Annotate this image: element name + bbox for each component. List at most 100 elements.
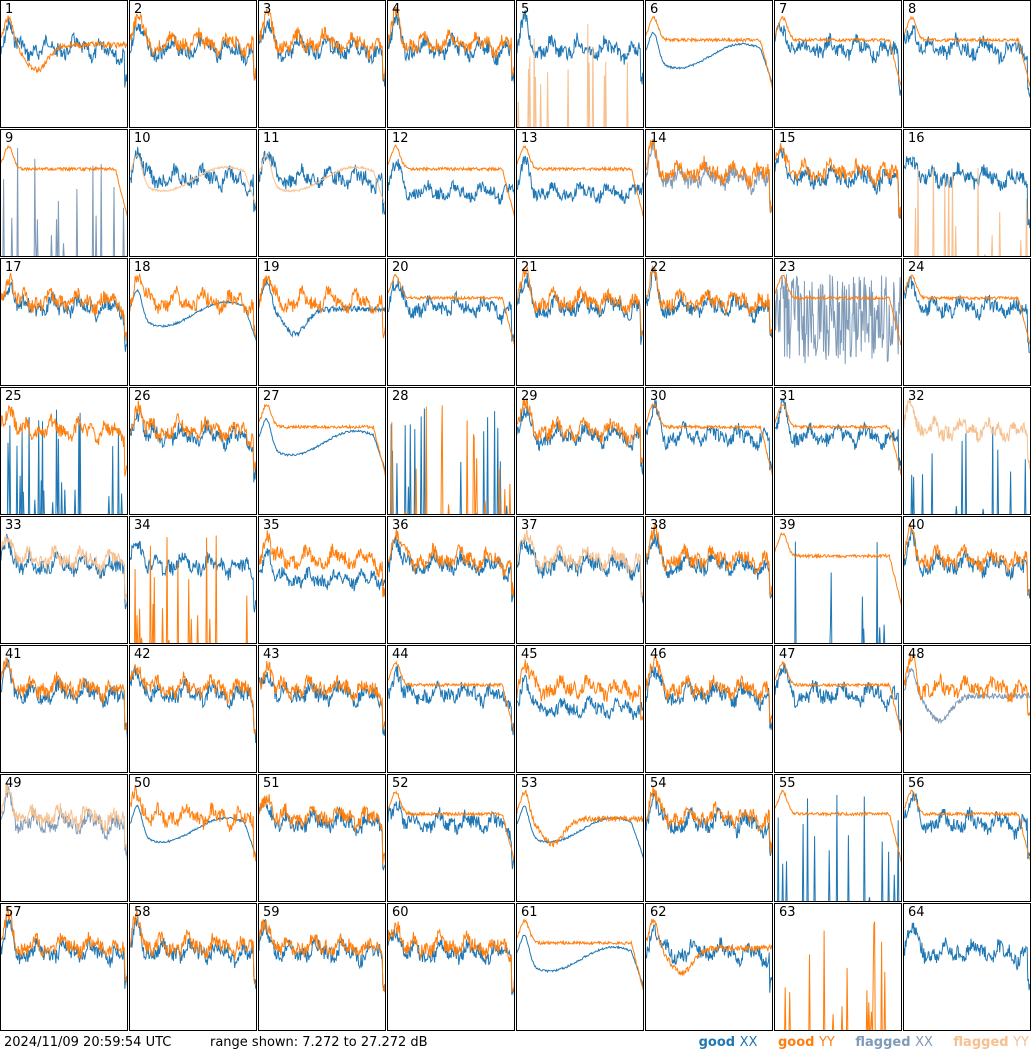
series-xx-good [390,408,508,514]
series-xx-good [388,535,514,603]
series-yy-good [904,789,1030,862]
panel-plot [646,918,772,993]
panel-plot [1,273,127,352]
series-yy-good [130,664,256,735]
series-xx-good [517,674,643,720]
series-yy-good [259,794,385,866]
footer: 2024/11/09 20:59:54 UTC range shown: 7.2… [0,1033,1033,1053]
panel-50: 50 [129,774,257,902]
panel-number: 20 [392,260,409,275]
panel-number: 26 [134,389,151,404]
panel-plot [388,6,514,84]
panel-plot [517,789,643,859]
panel-plot [904,521,1030,600]
panel-plot [775,789,901,901]
series-yy-good [775,532,901,606]
panel-12: 12 [387,129,515,257]
range-shown: range shown: 7.272 to 27.272 dB [210,1035,428,1050]
panel-55: 55 [774,774,902,902]
series-yy-good [646,15,772,89]
panel-number: 5 [521,2,530,17]
panel-plot [775,532,901,643]
panel-34: 34 [129,516,257,644]
series-yy-good [646,402,772,476]
series-yy-good [775,403,901,477]
series-yy-good [1,905,127,983]
panel-plot [904,922,1030,991]
series-xx-good [517,9,643,85]
panel-plot [646,265,772,338]
panel-number: 17 [5,260,22,275]
panel-plot [775,142,901,221]
series-yy-good [388,660,514,733]
series-yy-good [775,142,901,219]
panel-40: 40 [903,516,1031,644]
panel-plot [517,145,643,218]
legend-flagged-yy: flagged YY [953,1035,1029,1050]
panel-plot [130,146,256,213]
panel-number: 34 [134,518,151,533]
panel-3: 3 [258,0,386,128]
series-yy-good [517,145,643,218]
panel-plot [646,399,772,476]
panel-number: 35 [263,518,280,533]
series-yy-good [646,655,772,725]
panel-1: 1 [0,0,128,128]
series-xx-good [388,928,514,996]
panel-plot [784,921,886,1030]
series-yy-flagged [914,167,1028,256]
panel-plot [259,661,385,736]
panel-22: 22 [645,258,773,386]
panel-number: 47 [779,647,796,662]
panel-plot [775,661,901,735]
panel-number: 21 [521,260,538,275]
panel-58: 58 [129,903,257,1031]
panel-plot [1,15,127,88]
series-xx-good [777,794,900,901]
panel-35: 35 [258,516,386,644]
panel-number: 23 [779,260,796,275]
panel-17: 17 [0,258,128,386]
panel-number: 27 [263,389,280,404]
panel-47: 47 [774,645,902,773]
panel-number: 39 [779,518,796,533]
panel-number: 15 [779,131,796,146]
panel-number: 54 [650,776,667,791]
series-xx-good [130,408,256,483]
panel-18: 18 [129,258,257,386]
panel-number: 6 [650,2,659,17]
panel-24: 24 [903,258,1031,386]
panel-number: 2 [134,2,143,17]
series-yy-good [390,405,511,514]
series-yy-good [517,659,643,721]
panel-4: 4 [387,0,515,128]
series-xx-good [259,919,385,993]
series-yy-good [388,790,514,861]
panel-16: 16 [903,129,1031,257]
series-yy-good [259,919,385,994]
panel-plot [130,12,256,81]
series-yy-good [775,15,901,87]
panel-23: 23 [774,258,902,386]
panel-number: 7 [779,2,788,17]
series-yy-good [904,15,1030,88]
series-yy-good [784,921,886,1030]
panel-number: 8 [908,2,917,17]
series-yy-good [388,921,514,992]
series-yy-good [646,523,772,597]
legend-label: flagged [855,1035,911,1050]
series-yy-good [130,910,256,986]
series-xx-good [646,31,772,84]
panel-61: 61 [516,903,644,1031]
series-xx-good [775,662,901,731]
series-yy-flagged [904,399,1030,470]
panel-5: 5 [516,0,644,128]
series-yy-good [130,400,256,474]
panel-plot [388,144,514,217]
panel-number: 53 [521,776,538,791]
panel-number: 51 [263,776,280,791]
panel-plot [259,275,385,339]
panel-number: 33 [5,518,22,533]
panel-36: 36 [387,516,515,644]
panel-plot [388,921,514,996]
